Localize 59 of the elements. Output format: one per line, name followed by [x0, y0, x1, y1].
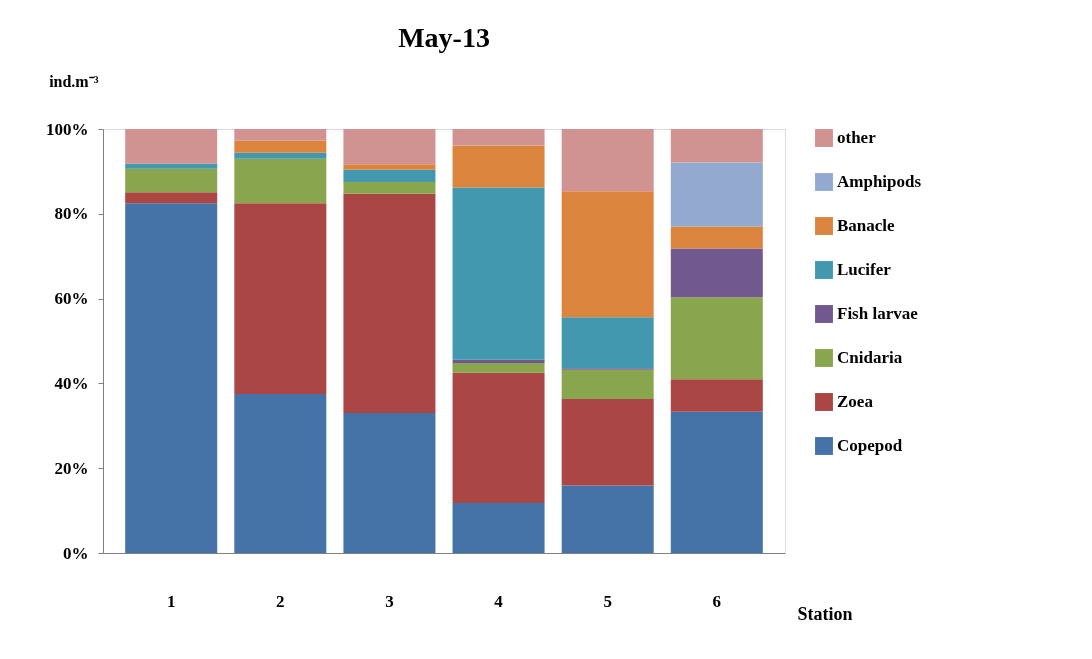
- bar: [452, 187, 545, 360]
- bar: [125, 192, 218, 204]
- legend-label: Copepod: [837, 436, 903, 455]
- x-tick-label: 1: [166, 591, 176, 611]
- chart-title: May-13: [398, 22, 490, 53]
- legend-label: Zoea: [837, 392, 874, 411]
- bar: [561, 399, 654, 486]
- y-axis-title: ind.m⁻³: [49, 72, 99, 90]
- y-tick-label: 40%: [54, 373, 89, 393]
- bar: [670, 129, 763, 163]
- x-tick-label: 6: [712, 591, 722, 611]
- x-axis-title: Station: [797, 603, 853, 624]
- bar: [343, 164, 436, 170]
- bar: [234, 129, 327, 141]
- y-tick-label: 20%: [54, 458, 89, 478]
- bar: [670, 379, 763, 412]
- legend-label: Amphipods: [837, 172, 922, 191]
- bar: [125, 163, 218, 169]
- bar: [670, 162, 763, 227]
- bar: [234, 152, 327, 159]
- bar: [343, 193, 436, 414]
- y-tick-label: 60%: [54, 289, 89, 309]
- bar: [452, 372, 545, 503]
- bar: [670, 411, 763, 553]
- bar: [343, 182, 436, 194]
- bar: [234, 203, 327, 394]
- bar: [234, 158, 327, 204]
- bar: [125, 129, 218, 164]
- legend-label: Cnidaria: [837, 348, 903, 367]
- bar: [234, 140, 327, 153]
- bar: [561, 485, 654, 553]
- bar: [670, 226, 763, 249]
- bar: [125, 168, 218, 193]
- bar: [125, 203, 218, 553]
- bar: [561, 369, 654, 400]
- bar: [452, 129, 545, 146]
- y-tick-label: 100%: [46, 119, 89, 139]
- bar: [670, 248, 763, 298]
- y-tick-label: 80%: [54, 204, 89, 224]
- bar: [670, 297, 763, 380]
- x-tick-label: 2: [276, 591, 285, 611]
- bar: [234, 394, 327, 553]
- bar: [561, 129, 654, 192]
- legend-label: Fish larvae: [837, 304, 919, 323]
- bar: [561, 317, 654, 369]
- bar: [561, 191, 654, 318]
- x-tick-label: 4: [494, 591, 504, 611]
- bar: [343, 129, 436, 165]
- bar: [452, 145, 545, 188]
- legend-label: other: [837, 128, 877, 147]
- y-tick-label: 0%: [63, 543, 89, 563]
- x-tick-label: 3: [385, 591, 394, 611]
- bar: [452, 502, 545, 553]
- legend-label: Banacle: [837, 216, 896, 235]
- bar: [343, 413, 436, 553]
- bar: [452, 363, 545, 373]
- x-tick-label: 5: [603, 591, 612, 611]
- legend-label: Lucifer: [837, 260, 892, 279]
- bar: [343, 169, 436, 182]
